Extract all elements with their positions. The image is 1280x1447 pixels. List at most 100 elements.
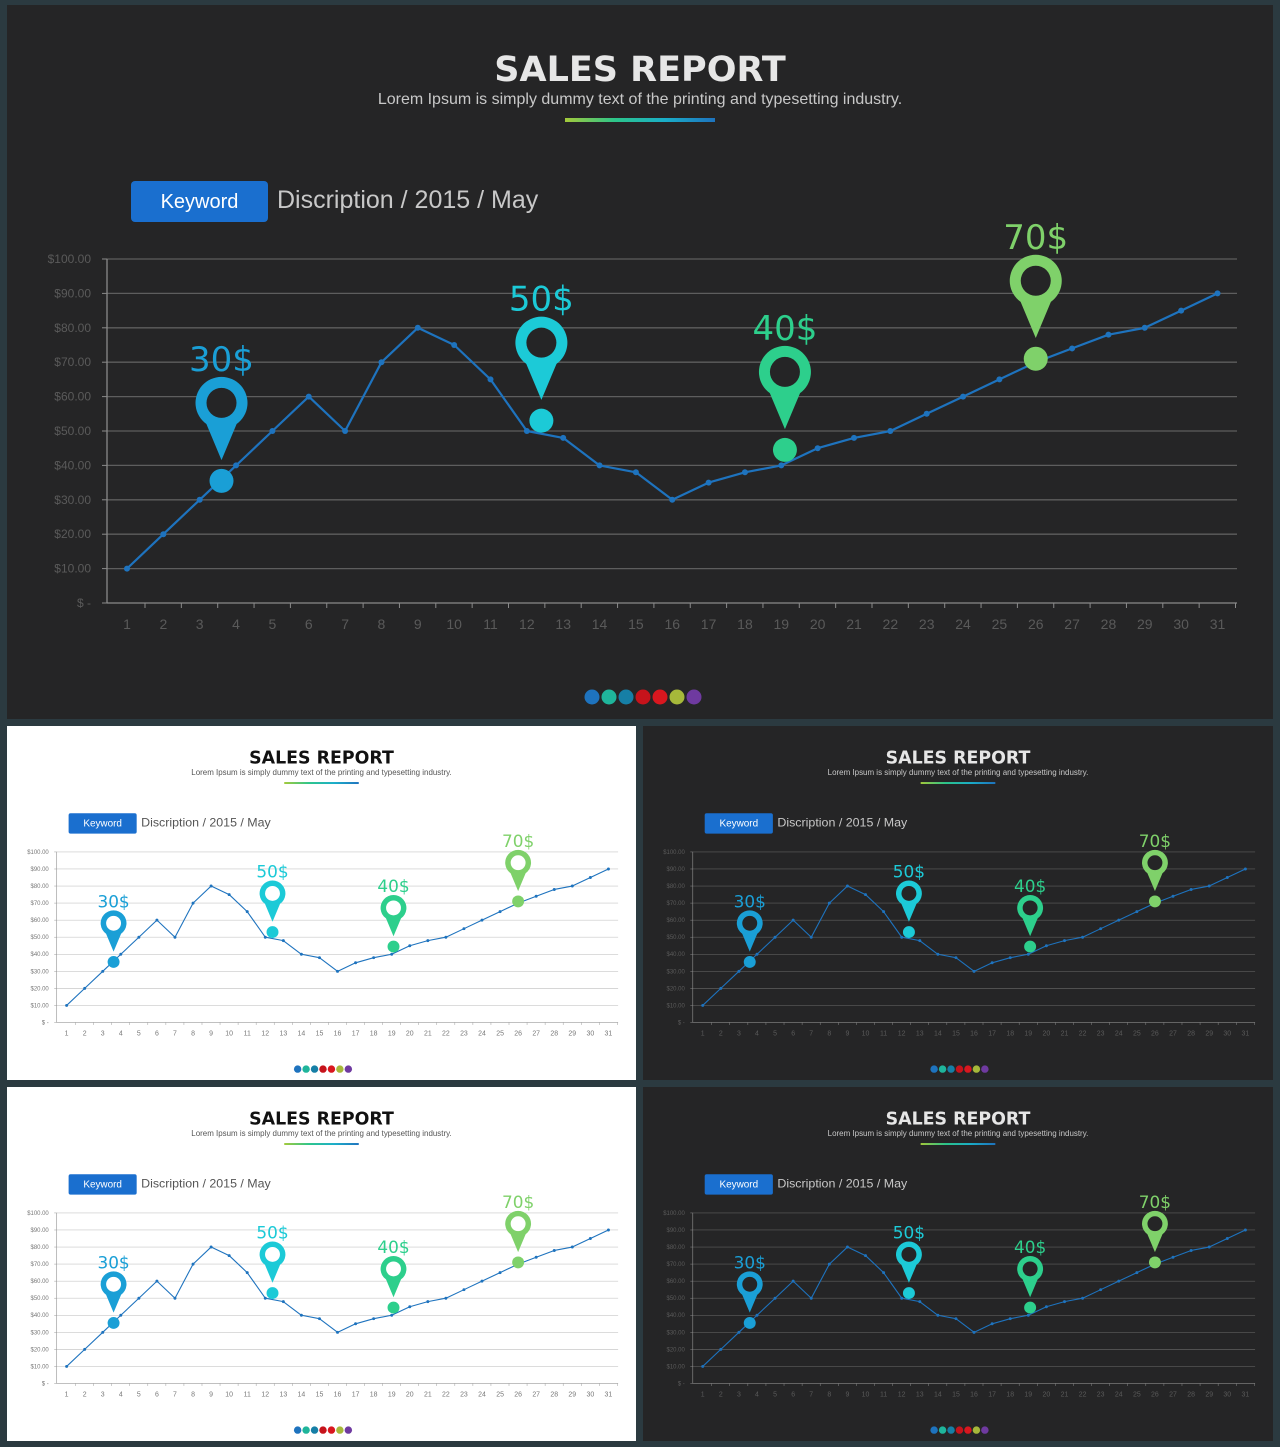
color-swatch-dot[interactable] [584,689,600,705]
map-pin-icon[interactable] [1017,895,1044,937]
color-swatch-dot[interactable] [981,1065,989,1073]
color-swatch-dot[interactable] [635,689,651,705]
map-pin-icon[interactable] [758,345,811,430]
map-pin-icon[interactable] [1141,849,1168,892]
color-swatch-dot[interactable] [938,1426,947,1434]
map-pin-icon[interactable] [100,1271,127,1313]
map-pin-icon[interactable] [259,1241,286,1283]
x-tick-label: 16 [970,1391,978,1398]
color-swatch-dot[interactable] [601,689,617,705]
data-point [444,1296,448,1300]
color-swatch-dot[interactable] [336,1065,344,1073]
keyword-label: Keyword [719,819,758,830]
data-point [778,462,785,469]
map-pin-icon[interactable] [195,376,248,461]
color-swatch-dot[interactable] [947,1426,955,1434]
color-swatch-dot[interactable] [964,1426,972,1434]
data-point [954,956,958,960]
data-point [269,428,276,434]
price-label: 50$ [893,1223,925,1243]
x-tick-label: 31 [1210,616,1226,632]
map-pin-icon[interactable] [259,880,286,922]
title-divider [920,1143,996,1146]
map-pin-icon[interactable] [895,880,922,922]
map-pin-icon[interactable] [380,1256,407,1298]
color-swatch-dot[interactable] [293,1426,302,1434]
map-pin-icon[interactable] [895,1241,922,1283]
color-swatch-dot[interactable] [327,1065,336,1073]
keyword-button[interactable] [704,1174,773,1195]
color-swatch-dot[interactable] [302,1426,310,1434]
color-swatch-dot[interactable] [964,1065,972,1073]
keyword-button[interactable] [68,1174,137,1195]
y-tick-label: $50.00 [667,935,686,941]
map-pin-icon[interactable] [1141,1210,1168,1253]
x-tick-label: 26 [514,1030,522,1037]
color-swatch-dot[interactable] [618,689,634,705]
slide-top-left[interactable]: SALES REPORT Lorem Ipsum is simply dummy … [7,726,636,1080]
data-point [209,1245,213,1249]
color-swatch-dot[interactable] [327,1426,336,1434]
map-pin-icon[interactable] [505,1210,532,1253]
marker-dot [107,955,120,968]
marker-dot [512,895,525,908]
color-swatch-dot[interactable] [669,689,685,705]
x-tick-label: 22 [883,616,899,632]
map-pin-icon[interactable] [1017,1256,1044,1298]
slide-top-right[interactable]: SALES REPORT Lorem Ipsum is simply dummy … [643,726,1273,1080]
color-swatch-dot[interactable] [686,689,702,705]
slide-bottom-left[interactable]: SALES REPORT Lorem Ipsum is simply dummy … [7,1087,636,1441]
data-point [1214,290,1221,297]
color-swatch-dot[interactable] [947,1065,955,1073]
y-tick-label: $70.00 [667,1262,686,1268]
x-tick-label: 8 [827,1391,831,1398]
x-tick-label: 29 [568,1391,576,1398]
color-swatch-dot[interactable] [938,1065,947,1073]
x-tick-label: 26 [1151,1030,1159,1037]
color-swatch-dot[interactable] [319,1426,327,1434]
color-swatch-dot[interactable] [344,1426,353,1434]
slide-main[interactable]: SALES REPORT Lorem Ipsum is simply dummy … [7,5,1273,719]
color-swatch-dot[interactable] [930,1426,938,1434]
data-point [498,1271,502,1275]
x-tick-label: 8 [827,1030,831,1037]
data-point [773,935,777,939]
color-swatch-dot[interactable] [302,1065,310,1073]
color-swatch-dot[interactable] [310,1426,319,1434]
map-pin-icon[interactable] [736,1271,763,1313]
data-point [336,969,340,973]
x-tick-label: 22 [1079,1030,1087,1037]
data-point [552,887,556,891]
map-pin-icon[interactable] [736,910,763,952]
map-pin-icon[interactable] [515,316,568,400]
data-point [809,935,813,939]
color-swatch-dot[interactable] [972,1426,981,1434]
color-swatch-dot[interactable] [652,689,668,705]
color-swatch-dot[interactable] [955,1426,964,1434]
color-swatch-dot[interactable] [344,1065,353,1073]
map-pin-icon[interactable] [100,910,127,952]
data-point [1105,331,1112,338]
map-pin-icon[interactable] [505,849,532,892]
data-point [173,1296,177,1300]
data-point [990,1322,994,1326]
keyword-button[interactable] [68,813,137,834]
color-swatch-dot[interactable] [972,1065,981,1073]
color-swatch-dot[interactable] [293,1065,302,1073]
color-swatch-dot[interactable] [930,1065,938,1073]
map-pin-icon[interactable] [380,895,407,937]
color-swatch-dot[interactable] [319,1065,327,1073]
color-swatch-dot[interactable] [336,1426,344,1434]
slide-bottom-right[interactable]: SALES REPORT Lorem Ipsum is simply dummy … [643,1087,1273,1441]
data-point [354,1322,358,1326]
data-point [701,1364,705,1368]
x-tick-label: 4 [755,1391,759,1398]
color-swatch-dot[interactable] [981,1426,989,1434]
report-subtitle: Lorem Ipsum is simply dummy text of the … [378,91,902,108]
map-pin-icon[interactable] [1009,254,1062,338]
color-swatch-dot[interactable] [955,1065,964,1073]
color-swatch-dot[interactable] [310,1065,319,1073]
keyword-button[interactable] [131,181,268,222]
keyword-button[interactable] [704,813,773,834]
